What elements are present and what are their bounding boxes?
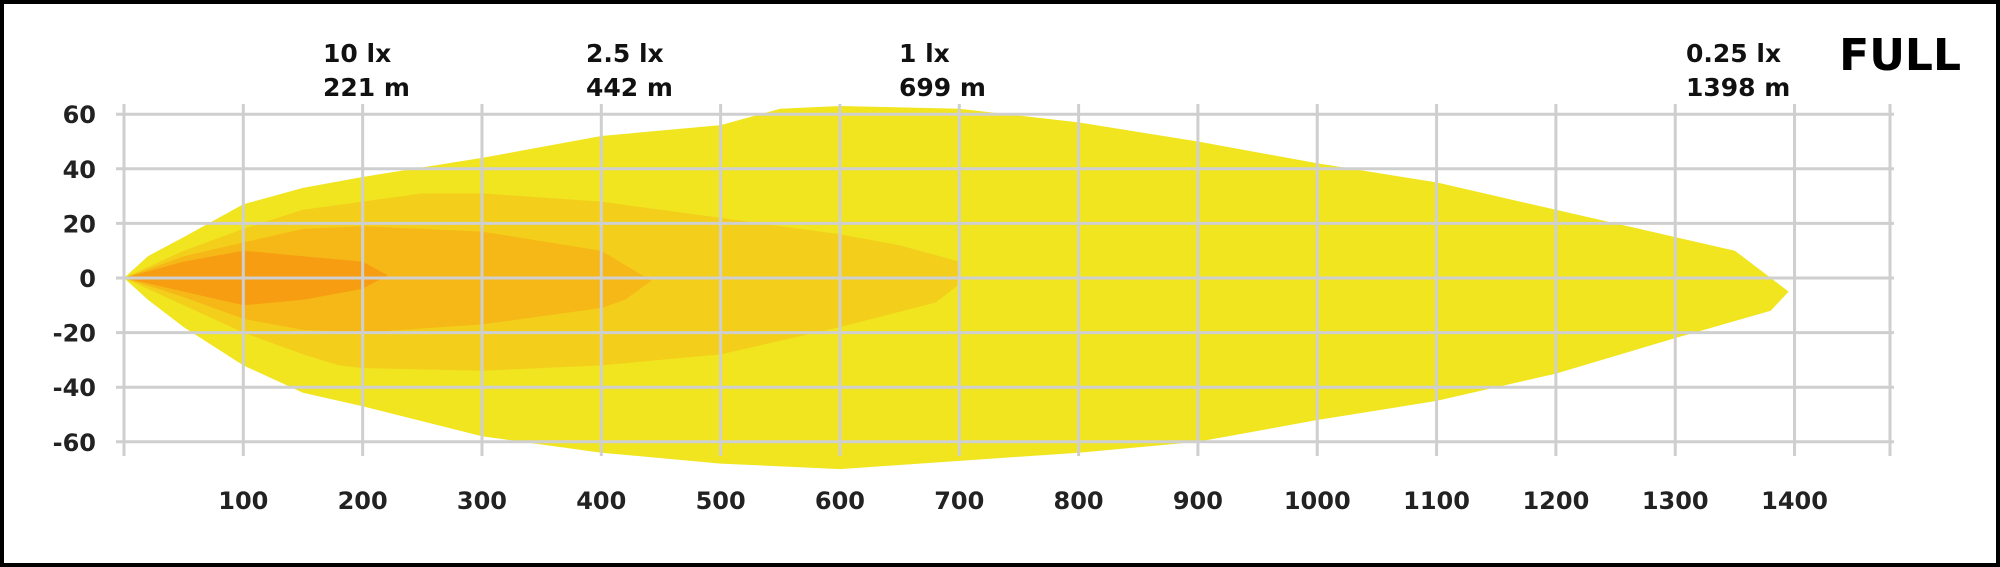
x-tick-label: 1000 bbox=[1284, 487, 1351, 515]
x-tick-label: 1200 bbox=[1522, 487, 1589, 515]
x-tick-label: 600 bbox=[815, 487, 865, 515]
chart-title: FULL bbox=[1839, 30, 1961, 81]
y-tick-label: -20 bbox=[53, 320, 96, 348]
annotation-distance: 221 m bbox=[323, 73, 410, 102]
x-tick-label: 700 bbox=[934, 487, 984, 515]
y-tick-label: 60 bbox=[63, 101, 96, 129]
annotation-distance: 1398 m bbox=[1686, 73, 1790, 102]
annotation-distance: 442 m bbox=[586, 73, 673, 102]
y-tick-label: -40 bbox=[53, 374, 96, 402]
x-tick-label: 1100 bbox=[1403, 487, 1470, 515]
x-tick-label: 100 bbox=[218, 487, 268, 515]
x-tick-label: 300 bbox=[457, 487, 507, 515]
annotation-lux: 2.5 lx bbox=[586, 39, 664, 68]
beam-pattern-chart: 100 200 300 400 500 600 700 800 900 1000 1100 1200 1… bbox=[53, 30, 1961, 515]
isolux-area-0 bbox=[124, 106, 1789, 470]
x-tick-label: 900 bbox=[1173, 487, 1223, 515]
chart-frame: 100 200 300 400 500 600 700 800 900 1000 1100 1200 1… bbox=[4, 4, 1996, 563]
x-tick-label: 1400 bbox=[1761, 487, 1828, 515]
y-tick-label: -60 bbox=[53, 429, 96, 457]
annotation-lux: 1 lx bbox=[899, 39, 950, 68]
x-tick-label: 200 bbox=[338, 487, 388, 515]
annotation-lux: 10 lx bbox=[323, 39, 391, 68]
x-tick-label: 400 bbox=[576, 487, 626, 515]
y-tick-label: 40 bbox=[63, 156, 96, 184]
y-tick-label: 20 bbox=[63, 210, 96, 238]
x-tick-label: 800 bbox=[1054, 487, 1104, 515]
x-tick-label: 500 bbox=[696, 487, 746, 515]
x-tick-label: 1300 bbox=[1642, 487, 1709, 515]
y-tick-label: 0 bbox=[79, 265, 96, 293]
annotation-distance: 699 m bbox=[899, 73, 986, 102]
annotation-lux: 0.25 lx bbox=[1686, 39, 1781, 68]
